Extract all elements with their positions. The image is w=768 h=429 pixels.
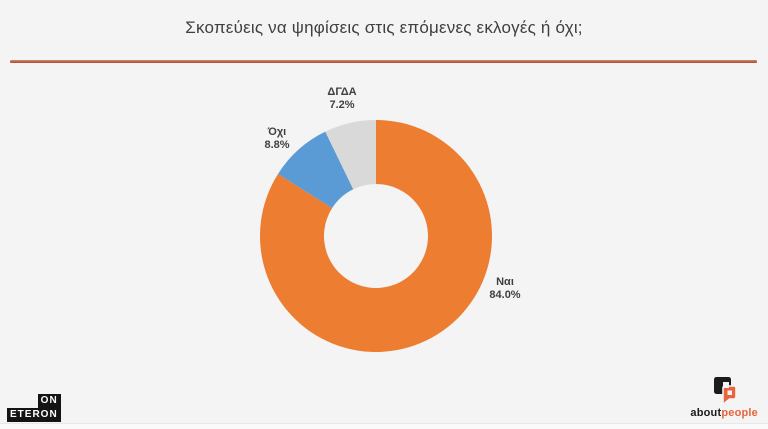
slice-label-ochi-value: 8.8% [264, 139, 290, 151]
slice-label-nai-category: Ναι [496, 276, 514, 288]
aboutpeople-logo: aboutpeople [690, 376, 758, 420]
chart-title: Σκοπεύεις να ψηφίσεις στις επόμενες εκλο… [185, 18, 583, 37]
donut-slice-ΔΓΔΑ [325, 120, 376, 190]
aboutpeople-wordmark: aboutpeople [690, 407, 758, 420]
slice-label-nai-value: 84.0% [489, 289, 521, 301]
slice-label-ochi-category: Όχι [267, 126, 287, 138]
bottom-strip [0, 423, 768, 429]
eteron-logo-on-box: ON [37, 394, 61, 408]
aboutpeople-word-people: people [721, 407, 758, 419]
title-underline [10, 60, 757, 63]
slice-label-dgda-value: 7.2% [329, 99, 355, 111]
eteron-logo: ON ETERON [7, 394, 61, 422]
slice-label-dgda: ΔΓΔΑ 7.2% [327, 86, 356, 112]
aboutpeople-speech-bubbles-icon [714, 377, 737, 406]
slice-label-nai: Ναι 84.0% [489, 276, 520, 302]
slice-label-dgda-category: ΔΓΔΑ [327, 86, 357, 98]
eteron-logo-text-box: ETERON [7, 408, 61, 422]
slice-label-ochi: Όχι 8.8% [264, 126, 289, 152]
donut-chart [259, 120, 492, 352]
aboutpeople-word-about: about [690, 407, 722, 419]
donut-slice-Ναι [259, 120, 492, 352]
donut-slice-Όχι [278, 131, 354, 209]
